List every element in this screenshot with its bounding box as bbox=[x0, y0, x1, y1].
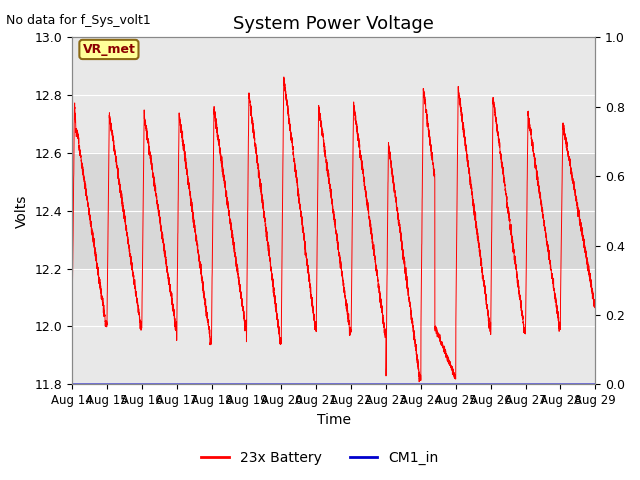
Legend: 23x Battery, CM1_in: 23x Battery, CM1_in bbox=[196, 445, 444, 471]
Bar bbox=[72, 153, 595, 269]
Text: VR_met: VR_met bbox=[83, 43, 136, 56]
X-axis label: Time: Time bbox=[317, 413, 351, 427]
Text: No data for f_Sys_volt1: No data for f_Sys_volt1 bbox=[6, 14, 151, 27]
Y-axis label: Volts: Volts bbox=[15, 194, 29, 228]
Title: System Power Voltage: System Power Voltage bbox=[233, 15, 434, 33]
